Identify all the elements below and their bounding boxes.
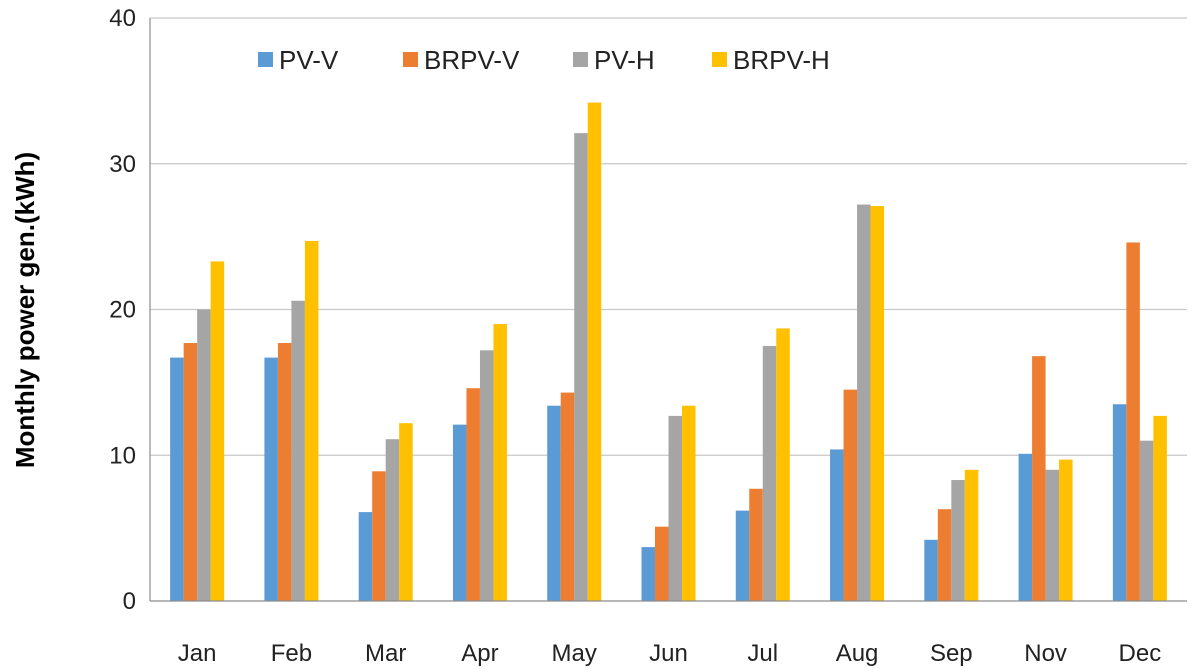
bar-pv-v-feb: [264, 357, 278, 601]
bar-pv-v-may: [547, 405, 561, 601]
y-tick-label: 20: [109, 297, 136, 324]
y-axis-label: Monthly power gen.(kWh): [10, 152, 40, 468]
legend-label: BRPV-V: [424, 45, 520, 75]
y-tick-label: 10: [109, 442, 136, 469]
x-tick-label: Aug: [836, 640, 879, 667]
bar-brpv-h-feb: [304, 240, 319, 601]
bar-pv-h-feb: [291, 300, 305, 601]
y-tick-label: 30: [109, 151, 136, 178]
x-tick-label: Sep: [930, 640, 973, 667]
y-tick-label: 0: [123, 588, 136, 615]
y-tick-labels: 0 10 20 30 40: [109, 5, 136, 615]
bar-pv-h-jul: [762, 345, 777, 601]
x-tick-label: Jun: [649, 640, 688, 667]
x-tick-label: Jan: [178, 640, 217, 667]
bar-brpv-h-dec: [1153, 415, 1167, 601]
bar-pv-h-apr: [479, 350, 494, 601]
x-tick-label: May: [552, 640, 597, 667]
x-tick-label: Dec: [1119, 640, 1162, 667]
bar-pv-h-sep: [951, 480, 965, 601]
x-tick-label: Mar: [365, 640, 406, 667]
bar-brpv-v-dec: [1126, 242, 1140, 601]
bar-pv-h-may: [574, 133, 588, 601]
legend-label: BRPV-H: [733, 45, 830, 75]
bar-brpv-v-feb: [277, 343, 292, 601]
x-tick-label: Apr: [461, 640, 498, 667]
legend-label: PV-H: [594, 45, 655, 75]
axes: [149, 18, 1187, 602]
bar-brpv-h-jan: [210, 261, 225, 601]
legend-swatch: [403, 52, 418, 67]
bar-pv-v-jun: [641, 547, 655, 601]
y-tick-label: 40: [109, 5, 136, 32]
bar-pv-h-jan: [197, 309, 211, 601]
bar-pv-v-apr: [452, 424, 467, 601]
bar-brpv-h-jul: [776, 328, 790, 601]
legend-swatch: [712, 52, 727, 67]
legend-item-brpv-h: BRPV-H: [712, 45, 830, 75]
bar-pv-v-sep: [924, 539, 938, 601]
legend-swatch: [573, 52, 588, 67]
bar-pv-v-aug: [830, 449, 844, 601]
legend-swatch: [258, 52, 273, 67]
bar-brpv-v-jan: [183, 343, 198, 601]
legend: PV-V BRPV-V PV-H BRPV-H: [258, 45, 830, 75]
bar-pv-v-jul: [735, 510, 750, 601]
bars: [170, 102, 1167, 601]
legend-item-pv-h: PV-H: [573, 45, 655, 75]
bar-brpv-v-jul: [749, 488, 763, 601]
legend-item-brpv-v: BRPV-V: [403, 45, 520, 75]
legend-item-pv-v: PV-V: [258, 45, 339, 75]
x-tick-label: Jul: [747, 640, 778, 667]
bar-brpv-v-mar: [372, 471, 386, 601]
bar-brpv-v-sep: [937, 509, 952, 601]
x-tick-label: Feb: [271, 640, 312, 667]
bar-brpv-v-aug: [843, 389, 858, 601]
bar-pv-h-aug: [857, 204, 871, 601]
bar-pv-h-jun: [668, 415, 682, 601]
bar-brpv-v-may: [560, 392, 575, 601]
bar-brpv-h-apr: [493, 324, 507, 601]
bar-brpv-h-nov: [1059, 459, 1073, 601]
bar-brpv-h-may: [587, 102, 602, 601]
bar-pv-v-nov: [1018, 453, 1033, 601]
bar-pv-h-dec: [1139, 440, 1154, 601]
bar-brpv-h-sep: [964, 469, 979, 601]
bar-brpv-v-apr: [466, 388, 480, 601]
bar-brpv-h-mar: [399, 423, 413, 601]
bar-brpv-v-jun: [655, 526, 669, 601]
bar-brpv-v-nov: [1032, 356, 1046, 601]
bar-pv-v-mar: [358, 512, 373, 601]
bar-brpv-h-aug: [870, 206, 885, 601]
bar-pv-v-jan: [170, 357, 184, 601]
bar-pv-v-dec: [1112, 404, 1127, 601]
bar-brpv-h-jun: [682, 405, 696, 601]
bar-pv-h-nov: [1045, 469, 1060, 601]
bar-pv-h-mar: [385, 439, 400, 601]
x-tick-label: Nov: [1024, 640, 1067, 667]
legend-label: PV-V: [279, 45, 339, 75]
x-tick-labels: Jan Feb Mar Apr May Jun Jul Aug Sep Nov Dec: [178, 640, 1161, 667]
